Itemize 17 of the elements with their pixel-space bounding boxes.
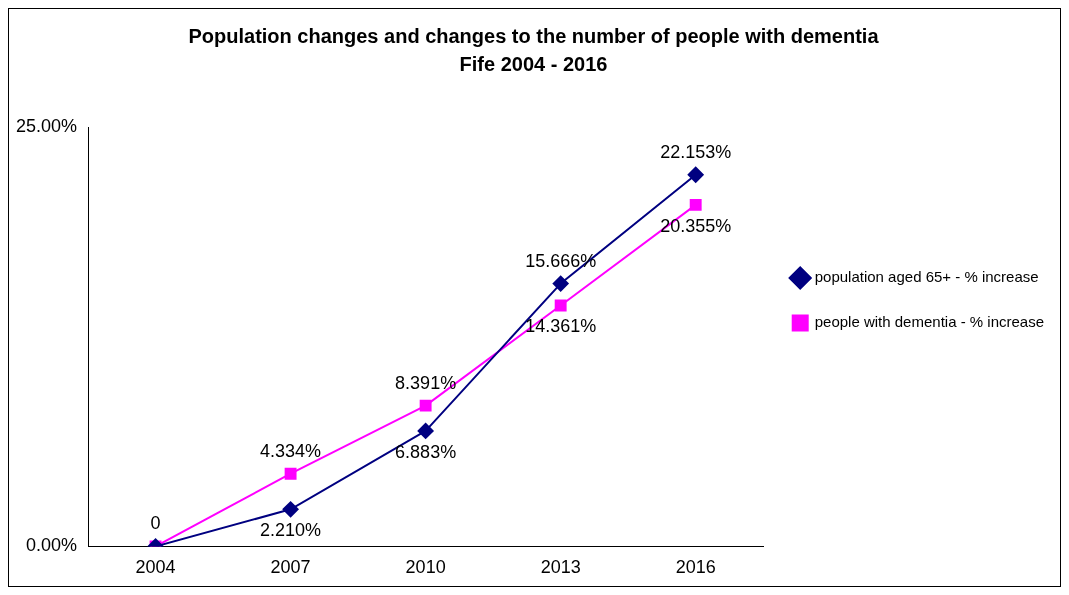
data-label: 0: [150, 513, 161, 534]
data-label: 22.153%: [660, 141, 732, 162]
x-tick-label: 2007: [270, 557, 311, 578]
y-tick-label: 25.00%: [15, 115, 78, 136]
legend-label: population aged 65+ - % increase: [814, 268, 1039, 286]
data-label: 2.210%: [260, 520, 322, 541]
x-tick-label: 2016: [675, 557, 716, 578]
y-tick-label: 0.00%: [26, 535, 78, 556]
data-label: 4.334%: [260, 440, 322, 461]
chart-title: Population changes and changes to the number of people with dementia: [188, 24, 880, 47]
data-label: 6.883%: [395, 441, 457, 462]
x-tick-label: 2013: [540, 557, 581, 578]
x-tick-label: 2010: [405, 557, 446, 578]
chart-subtitle: Fife 2004 - 2016: [459, 52, 608, 75]
data-label: 8.391%: [395, 372, 457, 393]
legend-label: people with dementia - % increase: [814, 313, 1044, 331]
x-tick-label: 2004: [135, 557, 176, 578]
